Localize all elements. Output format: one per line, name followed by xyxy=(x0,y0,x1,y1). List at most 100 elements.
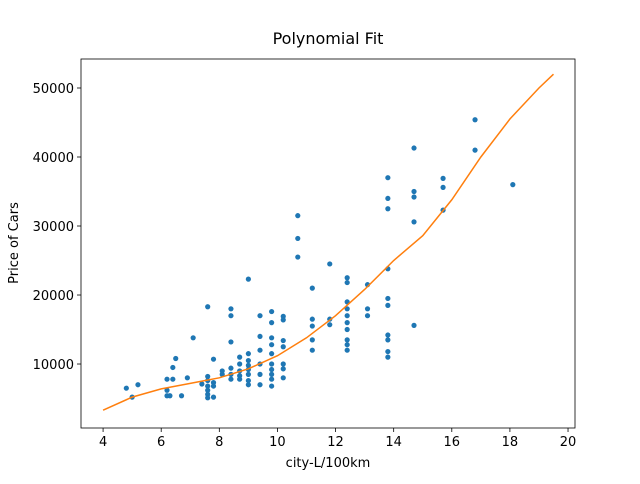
scatter-point xyxy=(269,376,275,382)
scatter-point xyxy=(210,383,217,389)
scatter-point xyxy=(364,313,371,319)
scatter-point xyxy=(237,361,243,367)
scatter-point xyxy=(385,206,391,212)
scatter-point xyxy=(178,393,185,399)
scatter-point xyxy=(269,335,275,341)
scatter-point xyxy=(245,362,251,368)
chart-title: Polynomial Fit xyxy=(273,29,384,48)
scatter-point xyxy=(228,376,234,382)
scatter-point xyxy=(344,342,350,348)
scatter-point xyxy=(280,366,286,372)
scatter-point xyxy=(170,364,176,371)
scatter-point xyxy=(364,306,371,312)
scatter-point xyxy=(344,347,350,353)
scatter-point xyxy=(385,332,391,338)
scatter-point xyxy=(280,337,286,344)
scatter-point xyxy=(309,323,315,329)
scatter-point xyxy=(228,339,234,345)
scatter-point xyxy=(257,371,263,377)
scatter-point xyxy=(205,383,211,389)
scatter-point xyxy=(385,337,391,343)
scatter-point xyxy=(164,387,170,393)
scatter-point xyxy=(269,383,275,389)
x-tick-label: 14 xyxy=(385,435,402,450)
scatter-point xyxy=(135,382,141,388)
scatter-point xyxy=(170,376,176,382)
scatter-point xyxy=(295,213,301,219)
y-tick-label: 30000 xyxy=(33,220,74,235)
scatter-point xyxy=(245,371,251,377)
scatter-point xyxy=(269,320,275,326)
scatter-point xyxy=(510,182,516,188)
scatter-point xyxy=(205,304,211,310)
scatter-point xyxy=(344,306,350,312)
y-tick-label: 20000 xyxy=(33,289,74,304)
y-tick-label: 10000 xyxy=(33,358,74,373)
scatter-point xyxy=(309,347,315,353)
x-tick-label: 18 xyxy=(502,435,519,450)
scatter-point xyxy=(344,320,350,326)
y-tick-label: 50000 xyxy=(33,82,74,97)
scatter-point xyxy=(344,326,350,333)
scatter-point xyxy=(184,375,190,381)
scatter-point xyxy=(245,377,251,384)
scatter-point xyxy=(210,394,217,400)
scatter-point xyxy=(472,147,478,153)
scatter-point xyxy=(210,356,217,362)
scatter-point xyxy=(327,261,333,267)
scatter-point xyxy=(245,351,251,357)
scatter-point xyxy=(385,348,391,355)
x-axis-label: city-L/100km xyxy=(286,456,371,471)
scatter-point xyxy=(411,219,417,225)
scatter-point xyxy=(344,313,350,319)
x-tick-label: 8 xyxy=(215,435,223,450)
scatter-point xyxy=(269,351,275,357)
scatter-point xyxy=(245,357,251,364)
scatter-point xyxy=(440,184,446,190)
scatter-point xyxy=(245,276,251,282)
x-tick-label: 6 xyxy=(157,435,165,450)
scatter-point xyxy=(167,393,173,399)
scatter-point xyxy=(173,355,179,362)
fit-line xyxy=(102,73,555,411)
scatter-point xyxy=(295,254,301,260)
scatter-point xyxy=(411,145,417,151)
scatter-point xyxy=(309,337,315,343)
scatter-point xyxy=(385,354,391,360)
y-tick-label: 40000 xyxy=(33,151,74,166)
scatter-point xyxy=(411,194,417,200)
scatter-point xyxy=(280,344,286,350)
scatter-point xyxy=(228,313,234,319)
scatter-point xyxy=(440,175,446,181)
x-tick-label: 4 xyxy=(99,435,107,450)
scatter-point xyxy=(309,285,315,291)
plot-frame xyxy=(80,58,576,429)
scatter-point xyxy=(205,395,211,401)
x-tick-label: 16 xyxy=(444,435,461,450)
scatter-point xyxy=(190,335,196,341)
x-tick-label: 20 xyxy=(560,435,577,450)
scatter-point xyxy=(237,354,243,360)
scatter-point xyxy=(257,382,263,388)
scatter-point xyxy=(309,316,315,322)
scatter-point xyxy=(257,347,263,353)
scatter-point xyxy=(385,175,391,181)
scatter-point xyxy=(385,195,391,202)
scatter-point xyxy=(295,235,301,242)
x-tick-label: 12 xyxy=(327,435,344,450)
scatter-point xyxy=(199,381,205,387)
scatter-point xyxy=(344,275,350,281)
scatter-point xyxy=(257,333,263,340)
scatter-point xyxy=(411,188,417,195)
scatter-point xyxy=(269,361,275,367)
scatter-point xyxy=(344,337,350,343)
scatter-point xyxy=(228,306,234,312)
scatter-point xyxy=(164,376,170,382)
scatter-point xyxy=(245,382,251,388)
scatter-point xyxy=(205,387,211,393)
x-tick-label: 10 xyxy=(269,435,286,450)
scatter-point xyxy=(219,368,225,374)
scatter-point xyxy=(228,365,234,371)
